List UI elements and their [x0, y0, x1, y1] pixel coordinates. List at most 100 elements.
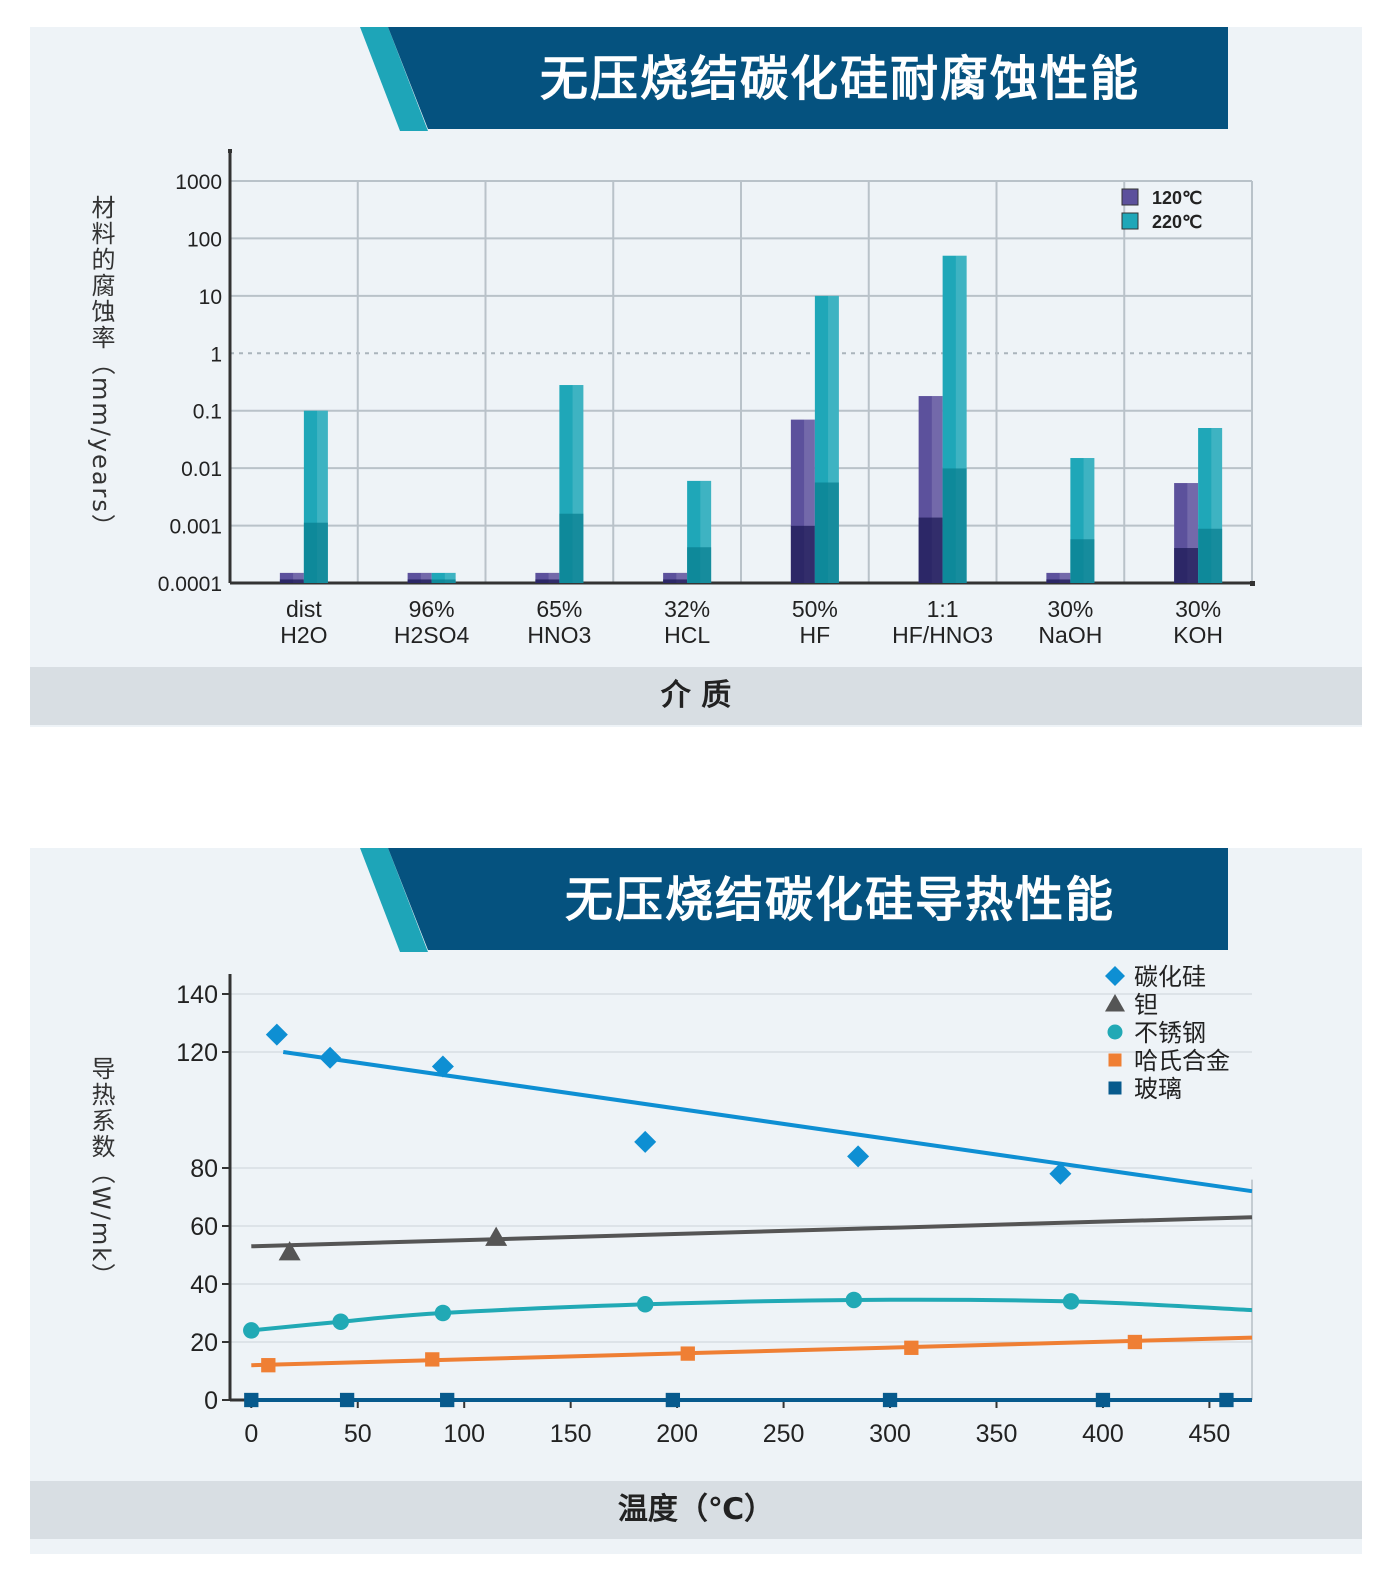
bar-highlight	[700, 480, 712, 583]
bar-shade	[1046, 579, 1071, 583]
bar-highlight	[444, 572, 456, 583]
legend-label: 哈氏合金	[1134, 1047, 1230, 1075]
legend-swatch	[1121, 212, 1139, 230]
bar-shade	[918, 517, 943, 583]
bar-shade	[790, 525, 815, 583]
marker-square	[244, 1392, 259, 1408]
thermal-banner: 无压烧结碳化硅导热性能	[30, 848, 1362, 952]
marker-diamond	[1105, 966, 1125, 986]
bar-shade	[431, 579, 456, 583]
marker-triangle	[485, 1226, 508, 1246]
y-tick-label: 60	[190, 1213, 218, 1241]
y-tick-label: 0.01	[181, 458, 222, 481]
axis-end	[1250, 581, 1255, 586]
x-tick-label: 32%	[664, 596, 710, 622]
bar-shade	[279, 579, 304, 583]
banner-shape	[360, 848, 1228, 952]
marker-diamond	[319, 1046, 342, 1069]
marker-circle	[845, 1291, 863, 1309]
bar-shade	[1198, 528, 1223, 583]
x-tick-label: 200	[656, 1420, 698, 1448]
y-tick-label: 20	[190, 1329, 218, 1357]
marker-circle	[1107, 1024, 1123, 1040]
legend-label: 120℃	[1152, 188, 1202, 208]
y-tick-label: 0	[204, 1387, 218, 1415]
x-tick-label: H2O	[280, 622, 327, 648]
bar	[1046, 572, 1071, 583]
bar-shade	[303, 522, 328, 583]
marker-circle	[243, 1322, 260, 1339]
marker-square	[1127, 1334, 1143, 1350]
thermal-chart-panel: 无压烧结碳化硅导热性能 导热系数（W/mk） 0 20 40 60 80 120 140 0 5…	[30, 848, 1362, 1554]
bar	[663, 572, 688, 583]
x-tick-label: 300	[869, 1420, 911, 1448]
x-tick-label: 96%	[409, 596, 455, 622]
thermal-x-axis-label: 温度（℃）	[30, 1481, 1362, 1539]
marker-triangle	[278, 1241, 301, 1261]
bar-shade	[407, 579, 432, 583]
y-tick-label: 10	[199, 286, 222, 309]
bar-highlight	[1211, 428, 1223, 583]
marker-square	[1095, 1392, 1111, 1408]
corrosion-x-axis-label: 介 质	[30, 667, 1362, 725]
marker-square	[1108, 1081, 1122, 1095]
y-tick-label: 0.1	[193, 401, 222, 424]
marker-square	[339, 1392, 355, 1408]
marker-square	[440, 1392, 455, 1408]
x-tick-label: HF	[800, 622, 831, 648]
x-tick-label: 350	[976, 1420, 1018, 1448]
legend-swatch	[1121, 188, 1139, 206]
thermal-banner-title: 无压烧结碳化硅导热性能	[564, 872, 1115, 928]
bar-shade	[1174, 548, 1199, 583]
x-tick-label: 50	[344, 1420, 372, 1448]
x-tick-label: 30%	[1047, 596, 1093, 622]
y-tick-label: 1	[210, 343, 222, 366]
bar-shade	[942, 468, 967, 583]
legend-label: 220℃	[1152, 212, 1202, 232]
marker-diamond	[847, 1145, 870, 1168]
bar-highlight	[804, 419, 815, 583]
corrosion-chart-panel: 无压烧结碳化硅耐腐蚀性能 材料的腐蚀率（mm/years） 0.0001 0.00…	[30, 27, 1362, 727]
bar-highlight	[293, 572, 304, 583]
bar	[407, 572, 432, 583]
x-tick-label: 450	[1189, 1420, 1231, 1448]
marker-square	[882, 1392, 898, 1408]
bar-shade	[663, 579, 688, 583]
marker-diamond	[1049, 1162, 1072, 1185]
bar-highlight	[955, 255, 967, 583]
marker-square	[665, 1392, 681, 1408]
y-tick-label: 0.001	[169, 516, 222, 539]
bar	[535, 572, 560, 583]
banner-shape	[360, 27, 1228, 131]
x-tick-label: 1:1	[927, 596, 959, 622]
marker-square	[680, 1346, 695, 1361]
bar-highlight	[420, 572, 432, 583]
marker-circle	[332, 1313, 349, 1330]
x-tick-label: HCL	[664, 622, 710, 648]
axis-end	[228, 149, 232, 153]
bar-highlight	[1083, 458, 1095, 583]
bar-highlight	[548, 572, 560, 583]
x-tick-label: 0	[244, 1420, 258, 1448]
marker-circle	[434, 1304, 452, 1322]
marker-diamond	[431, 1055, 454, 1078]
y-tick-label: 1000	[175, 171, 222, 194]
thermal-chart: 0 20 40 60 80 120 140 0 50 100 150 200 250 300 350 400 4…	[176, 963, 1253, 1448]
marker-square	[425, 1352, 440, 1367]
series-line	[251, 1297, 1253, 1333]
marker-diamond	[265, 1023, 288, 1046]
x-tick-label: 50%	[792, 596, 838, 622]
bar-shade	[559, 513, 584, 583]
legend-label: 碳化硅	[1134, 963, 1206, 991]
bar-highlight	[572, 385, 584, 583]
bar-shade	[687, 547, 712, 583]
marker-diamond	[634, 1130, 657, 1153]
x-tick-label: NaOH	[1038, 622, 1102, 648]
y-tick-label: 120	[176, 1039, 218, 1067]
x-tick-label: 400	[1082, 1420, 1124, 1448]
y-tick-label: 100	[187, 228, 222, 251]
series-line	[282, 1050, 1253, 1194]
y-tick-label: 40	[190, 1271, 218, 1299]
x-tick-label: HNO3	[527, 622, 591, 648]
